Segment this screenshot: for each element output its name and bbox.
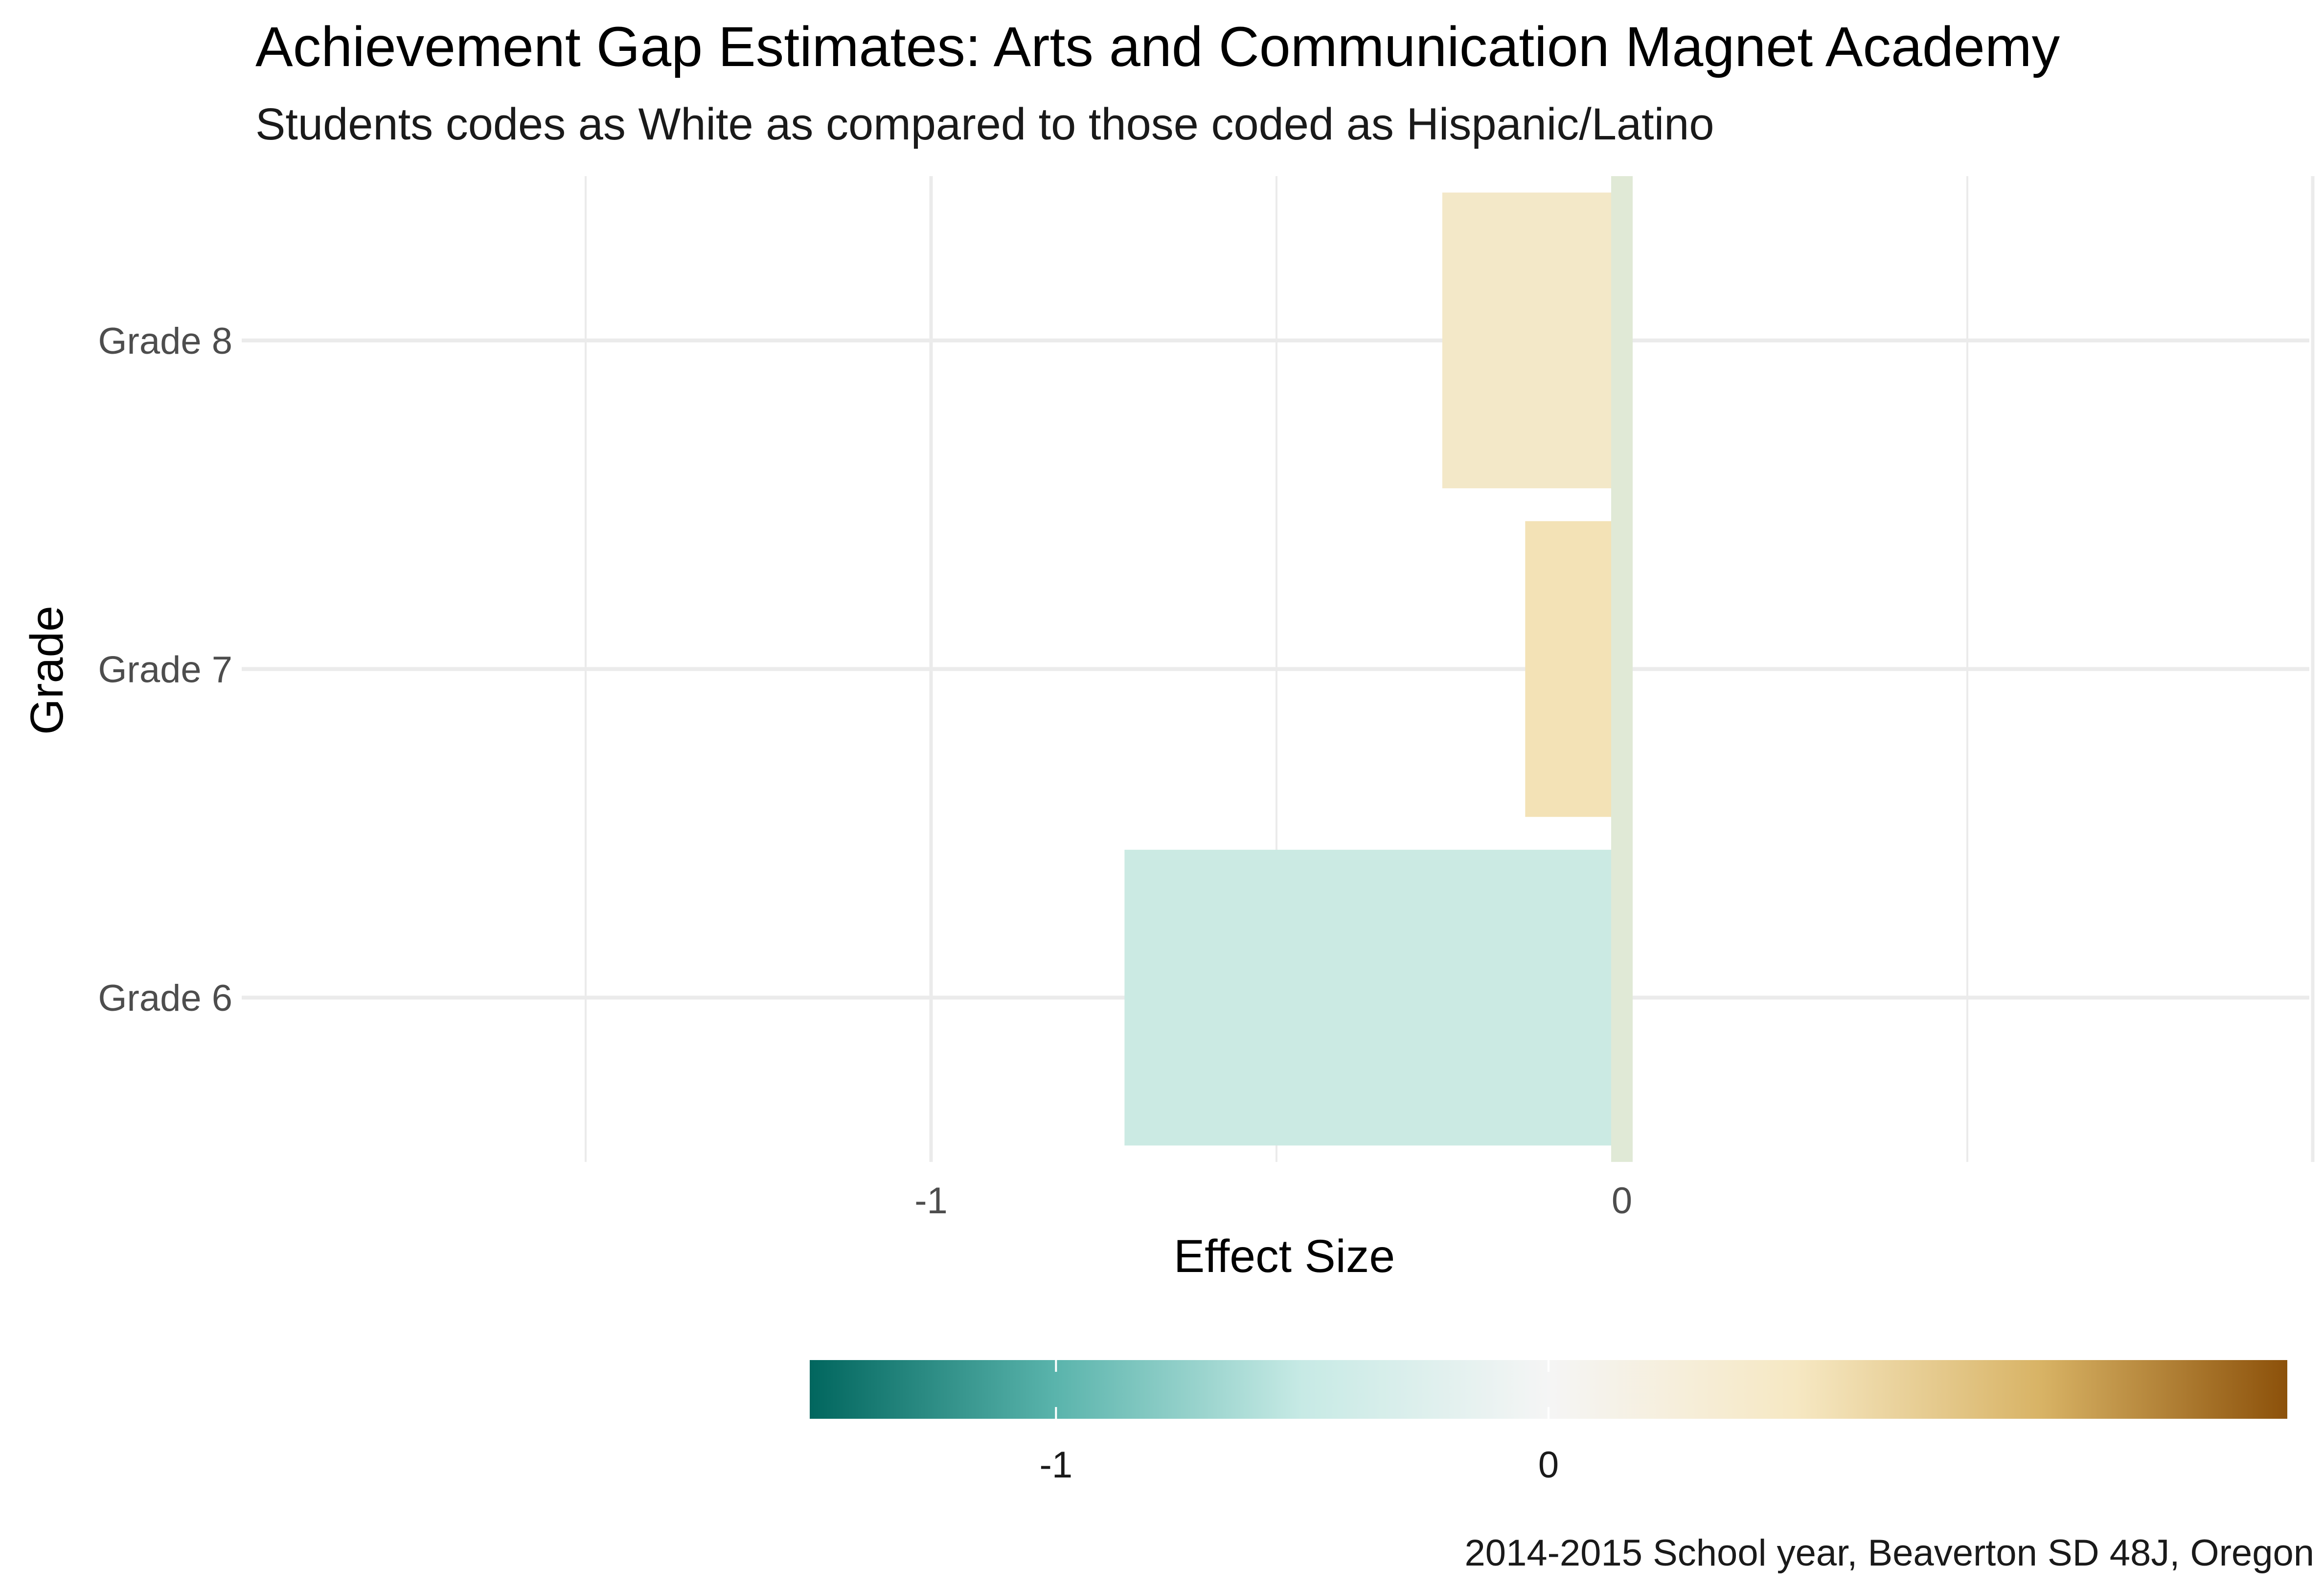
bar-grade-8 [1442, 192, 1622, 489]
x-axis-ticks: -1 0 [914, 1180, 1632, 1222]
x-tick-label: 0 [1612, 1180, 1632, 1222]
zero-reference-line [1611, 176, 1633, 1162]
y-tick-label: Grade 7 [98, 649, 232, 691]
y-tick-label: Grade 8 [98, 320, 232, 362]
colorbar-tick-label: 0 [1538, 1444, 1559, 1486]
y-axis-title: Grade [21, 606, 73, 735]
y-axis-ticks: Grade 6 Grade 7 Grade 8 [98, 320, 232, 1019]
colorbar-legend: -1 0 [810, 1360, 2287, 1486]
bar-grade-7 [1525, 521, 1622, 817]
chart-title: Achievement Gap Estimates: Arts and Comm… [255, 16, 2060, 78]
x-tick-label: -1 [914, 1180, 948, 1222]
x-axis-title: Effect Size [1174, 1230, 1395, 1282]
y-tick-label: Grade 6 [98, 977, 232, 1019]
chart-caption: 2014-2015 School year, Beaverton SD 48J,… [1465, 1532, 2314, 1574]
bars [1124, 192, 1622, 1146]
colorbar-tick-label: -1 [1040, 1444, 1073, 1486]
bar-grade-6 [1124, 849, 1622, 1146]
chart-subtitle: Students codes as White as compared to t… [255, 99, 1714, 149]
